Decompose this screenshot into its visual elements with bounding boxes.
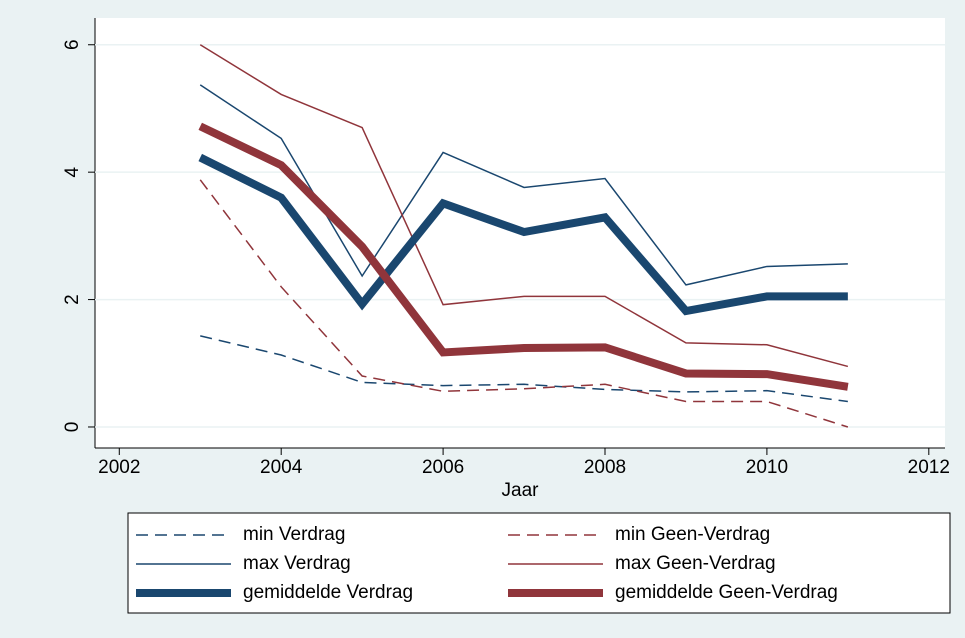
y-tick-label: 2: [62, 294, 83, 305]
legend-label: max Geen-Verdrag: [615, 553, 776, 574]
series-line: [199, 84, 848, 286]
series-line: [199, 179, 849, 428]
legend-label: min Verdrag: [243, 524, 345, 545]
x-tick-label: 2010: [746, 457, 788, 478]
x-tick-label: 2002: [98, 457, 140, 478]
x-tick-label: 2012: [908, 457, 950, 478]
legend-label: min Geen-Verdrag: [615, 524, 770, 545]
x-axis-label: Jaar: [502, 480, 540, 501]
legend-label: gemiddelde Geen-Verdrag: [615, 582, 838, 603]
legend-label: gemiddelde Verdrag: [243, 582, 413, 603]
y-tick-label: 0: [62, 422, 83, 433]
series-line: [198, 122, 849, 391]
x-tick-label: 2004: [260, 457, 303, 478]
legend-label: max Verdrag: [243, 553, 351, 574]
x-tick-label: 2006: [422, 457, 464, 478]
series-line: [200, 335, 848, 403]
y-tick-label: 6: [62, 39, 83, 50]
series-line: [198, 153, 848, 316]
series-line: [199, 44, 849, 368]
x-tick-label: 2008: [584, 457, 626, 478]
y-tick-label: 4: [62, 166, 83, 177]
